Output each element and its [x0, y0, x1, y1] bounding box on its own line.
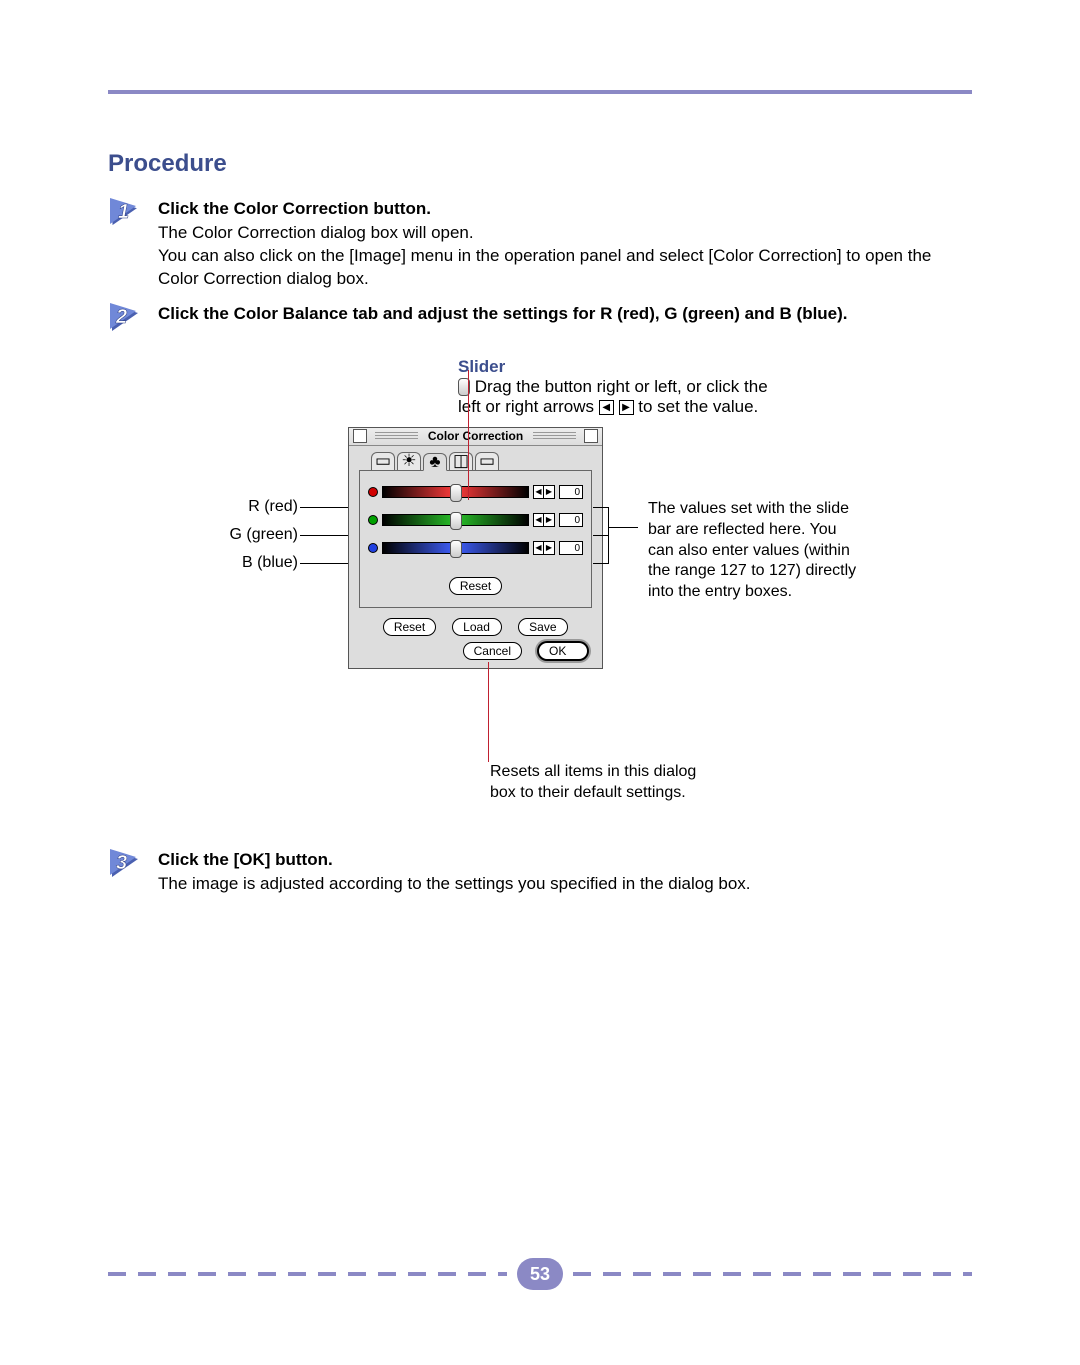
section-title: Procedure — [108, 150, 972, 178]
step-2: 2 Click the Color Balance tab and adjust… — [108, 301, 972, 337]
step-3: 3 Click the [OK] button. The image is ad… — [108, 847, 972, 896]
load-button[interactable]: Load — [452, 618, 502, 636]
tab-5[interactable]: ▭ — [475, 452, 499, 470]
save-button[interactable]: Save — [518, 618, 568, 636]
reset-button[interactable]: Reset — [383, 618, 436, 636]
slider-note: Slider Drag the button right or left, or… — [458, 357, 972, 417]
svg-text:1: 1 — [118, 201, 129, 223]
close-box-icon[interactable] — [353, 429, 367, 443]
step-2-heading: Click the Color Balance tab and adjust t… — [158, 303, 972, 325]
page-footer: 53 — [108, 1258, 972, 1290]
slider-row-b: ◀▶ 0 — [368, 537, 583, 559]
value-box-callout: The values set with the slide bar are re… — [648, 499, 858, 603]
r-value-input[interactable]: 0 — [559, 485, 583, 499]
slider-note-label: Slider — [458, 357, 972, 377]
tab-1[interactable]: ▭ — [371, 452, 395, 470]
step-badge-3: 3 — [108, 847, 148, 883]
ok-button[interactable]: OK — [538, 642, 588, 660]
slider-row-g: ◀▶ 0 — [368, 509, 583, 531]
tab-color-balance[interactable]: ♣ — [423, 453, 447, 471]
b-value-input[interactable]: 0 — [559, 541, 583, 555]
slider-note-line2a: left or right arrows — [458, 397, 594, 416]
step-3-body: The image is adjusted according to the s… — [158, 873, 972, 896]
leader-slider — [468, 370, 469, 500]
b-slider-thumb[interactable] — [450, 540, 462, 558]
step-1-heading: Click the Color Correction button. — [158, 198, 972, 220]
b-arrow-buttons[interactable]: ◀▶ — [533, 541, 555, 555]
tab-2[interactable]: ☀ — [397, 452, 421, 470]
g-color-dot — [368, 515, 378, 525]
r-slider-thumb[interactable] — [450, 484, 462, 502]
bottom-button-row-1: Reset Load Save — [349, 618, 602, 636]
zoom-box-icon[interactable] — [584, 429, 598, 443]
g-arrow-buttons[interactable]: ◀▶ — [533, 513, 555, 527]
svg-text:3: 3 — [116, 852, 127, 874]
leader-reset — [488, 662, 489, 762]
svg-text:2: 2 — [115, 306, 127, 328]
dialog-title: Color Correction — [422, 429, 529, 443]
figure-zone: R (red) G (green) B (blue) Color Correct… — [228, 427, 928, 767]
tab-4[interactable]: ◫ — [449, 452, 473, 470]
dialog-titlebar[interactable]: Color Correction — [349, 428, 602, 446]
label-r: R (red) — [228, 497, 298, 525]
g-value-input[interactable]: 0 — [559, 513, 583, 527]
step-3-heading: Click the [OK] button. — [158, 849, 972, 871]
left-arrow-icon: ◀ — [599, 400, 614, 415]
b-color-dot — [368, 543, 378, 553]
top-rule — [108, 90, 972, 94]
slider-row-r: ◀▶ 0 — [368, 481, 583, 503]
reset-callout: Resets all items in this dialog box to t… — [490, 762, 700, 804]
slider-note-line1: Drag the button right or left, or click … — [475, 377, 768, 396]
step-1: 1 Click the Color Correction button. The… — [108, 196, 972, 291]
b-slider-track[interactable] — [382, 542, 529, 554]
color-correction-dialog: Color Correction ▭ ☀ ♣ ◫ ▭ ◀▶ 0 ◀▶ 0 ◀▶ 0 Res… — [348, 427, 603, 669]
tabs-row: ▭ ☀ ♣ ◫ ▭ — [349, 446, 602, 470]
step-badge-1: 1 — [108, 196, 148, 232]
tab-panel: ◀▶ 0 ◀▶ 0 ◀▶ 0 Reset — [359, 470, 592, 608]
reset-inner-button[interactable]: Reset — [449, 577, 502, 595]
label-g: G (green) — [228, 525, 298, 553]
cancel-button[interactable]: Cancel — [463, 642, 522, 660]
label-b: B (blue) — [228, 553, 298, 581]
channel-labels-left: R (red) G (green) B (blue) — [228, 497, 298, 581]
right-arrow-icon: ▶ — [619, 400, 634, 415]
r-slider-track[interactable] — [382, 486, 529, 498]
step-1-body: The Color Correction dialog box will ope… — [158, 222, 972, 291]
page-number: 53 — [517, 1258, 563, 1290]
slider-note-line2b: to set the value. — [638, 397, 758, 416]
g-slider-thumb[interactable] — [450, 512, 462, 530]
r-color-dot — [368, 487, 378, 497]
step-badge-2: 2 — [108, 301, 148, 337]
r-arrow-buttons[interactable]: ◀▶ — [533, 485, 555, 499]
g-slider-track[interactable] — [382, 514, 529, 526]
bottom-button-row-2: Cancel OK — [349, 642, 588, 660]
